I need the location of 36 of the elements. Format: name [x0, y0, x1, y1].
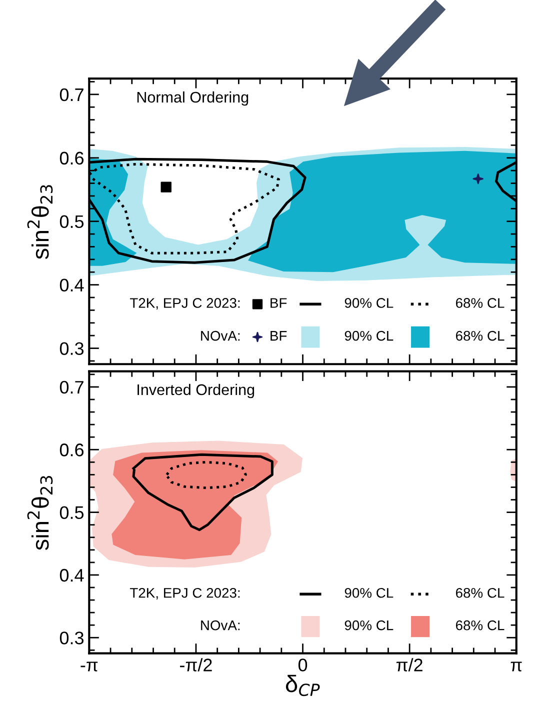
- legend-label: 68% CL: [456, 620, 504, 630]
- x-tick-label: 0: [298, 658, 308, 672]
- annotation: T2K, EPJ C 2023:: [130, 588, 240, 600]
- legend-label: 90% CL: [344, 588, 394, 598]
- y-tick-label: 0.5: [60, 215, 84, 228]
- y-tick-label: 0.5: [60, 506, 84, 520]
- y-tick-label: 0.6: [60, 152, 84, 165]
- series-label: 90% CL: [344, 330, 394, 341]
- annotation: T2K, EPJ C 2023:: [130, 298, 240, 310]
- x-tick-label: π: [510, 662, 522, 672]
- y-tick-label: 0.4: [60, 568, 84, 582]
- y-tick-label: 0.3: [60, 342, 84, 355]
- legend-label: 68% CL: [456, 330, 504, 341]
- text: Normal Ordering: [137, 91, 248, 106]
- legend-label: 90% CL: [344, 298, 394, 308]
- x-tick-label: -π/2: [180, 658, 212, 672]
- x-tick-label: π/2: [396, 658, 422, 672]
- y-tick-label: 0.7: [60, 88, 84, 102]
- y-tick-label: 0.3: [60, 632, 84, 644]
- y-tick-label: 0.4: [60, 278, 84, 292]
- annotation: NOvA:: [201, 330, 240, 341]
- line-series: [166, 460, 247, 490]
- annotation: NOvA:: [201, 620, 240, 630]
- x-tick-label: -π: [80, 662, 98, 672]
- y-tick-label: 0.7: [60, 380, 84, 394]
- legend-label: 68% CL: [456, 298, 504, 308]
- x-axis-title: δ$_{CP}$: [286, 674, 320, 696]
- text: Inverted Ordering: [138, 384, 254, 398]
- legend-label: BF: [270, 331, 287, 341]
- y-tick-label: 0.6: [60, 444, 84, 456]
- y-axis-title: sin$^{2}$θ$_{23}$: [27, 476, 53, 550]
- line-series: [132, 453, 274, 532]
- legend-label: 68% CL: [456, 588, 504, 598]
- y-axis-title: sin$^{2}$θ$_{23}$: [27, 185, 53, 260]
- legend-label: BF: [270, 298, 287, 308]
- legend-label: 90% CL: [344, 620, 394, 630]
